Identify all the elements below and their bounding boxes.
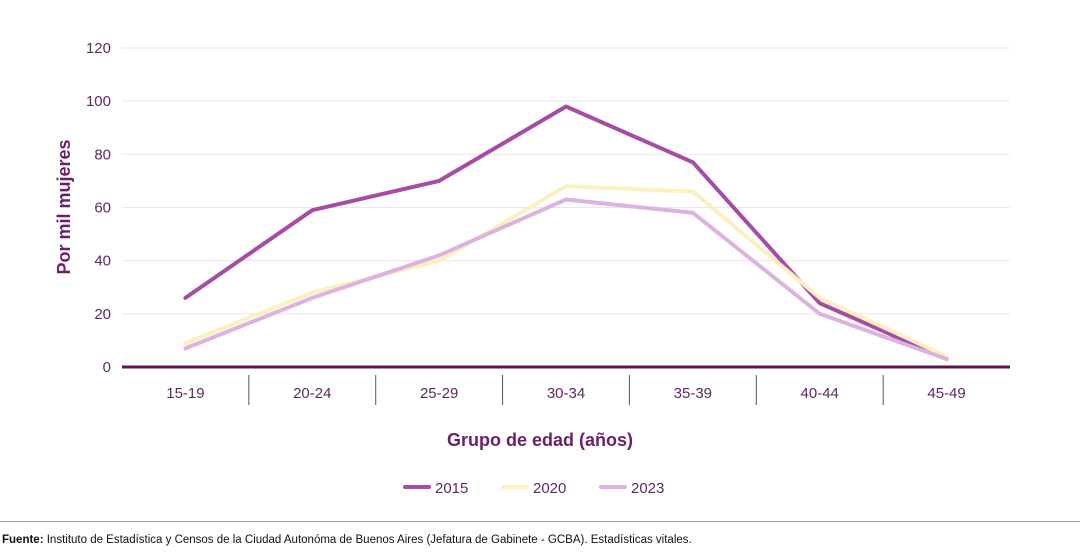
x-tick-label: 40-44 — [801, 385, 839, 402]
line-chart: 0 20 40 60 80 100 120 15-19 20-24 25-29 30-34 35-3… — [54, 40, 1010, 497]
legend-label-2023: 2023 — [631, 480, 664, 497]
legend: 2015 2020 2023 — [403, 480, 664, 497]
y-tick-labels: 0 20 40 60 80 100 120 — [86, 40, 111, 376]
x-tick-label: 15-19 — [166, 385, 204, 402]
x-tick-labels: 15-19 20-24 25-29 30-34 35-39 40-44 45-49 — [166, 385, 966, 402]
x-axis — [122, 365, 1010, 405]
x-tick-label: 25-29 — [420, 385, 458, 402]
x-tick-label: 35-39 — [674, 385, 712, 402]
source-divider — [0, 521, 1080, 522]
source-note: Fuente: Instituto de Estadística y Censo… — [2, 534, 692, 546]
legend-label-2015: 2015 — [435, 480, 468, 497]
y-tick-label: 80 — [94, 146, 111, 163]
y-tick-label: 20 — [94, 306, 111, 323]
x-tick-label: 20-24 — [293, 385, 331, 402]
y-tick-label: 0 — [103, 359, 111, 376]
legend-label-2020: 2020 — [533, 480, 566, 497]
x-axis-label: Grupo de edad (años) — [447, 430, 633, 450]
series-line-2020 — [183, 184, 949, 359]
y-tick-label: 40 — [94, 253, 111, 270]
y-tick-label: 120 — [86, 40, 111, 57]
source-text: Instituto de Estadística y Censos de la … — [43, 534, 692, 546]
x-tick-label: 30-34 — [547, 385, 585, 402]
y-tick-label: 60 — [94, 200, 111, 217]
series-lines — [183, 104, 949, 361]
x-tick-label: 45-49 — [927, 385, 965, 402]
series-line-2023 — [183, 197, 949, 361]
series-line-2015 — [183, 104, 949, 361]
grid-lines — [122, 47, 1010, 315]
y-axis-label: Por mil mujeres — [54, 139, 74, 274]
source-label: Fuente: — [2, 534, 44, 546]
y-tick-label: 100 — [86, 93, 111, 110]
